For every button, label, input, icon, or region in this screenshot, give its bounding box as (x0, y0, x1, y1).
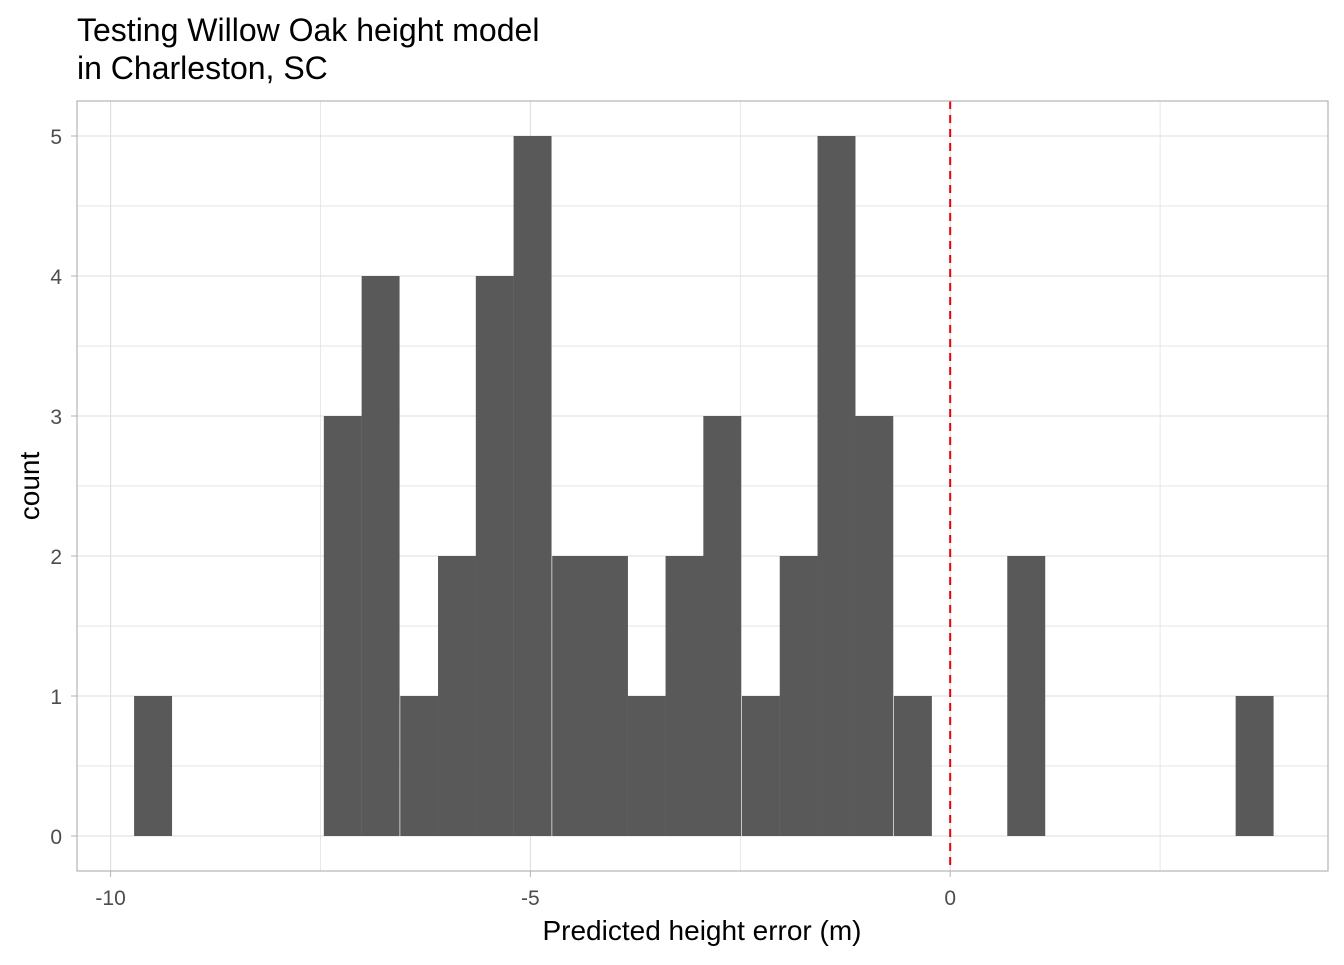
histogram-bar (741, 696, 780, 836)
histogram-bar (552, 556, 591, 836)
y-tick-label: 3 (50, 406, 62, 429)
chart-title-line-1: Testing Willow Oak height model (77, 12, 539, 48)
histogram-bars (134, 136, 1274, 836)
x-tick-label: -10 (95, 887, 125, 910)
x-axis-ticks: -10 -5 0 (95, 871, 956, 910)
histogram-bar (665, 556, 704, 836)
histogram-bar (134, 696, 173, 836)
histogram-bar (589, 556, 628, 836)
y-axis-ticks: 0 1 2 3 4 5 (50, 126, 77, 849)
histogram-bar (1007, 556, 1046, 836)
x-tick-label: 0 (944, 887, 956, 910)
histogram-bar (400, 696, 439, 836)
histogram-bar (817, 136, 856, 836)
x-tick-label: -5 (521, 887, 540, 910)
panel-border (76, 100, 1329, 872)
histogram-bar (438, 556, 476, 836)
histogram-bar (893, 696, 932, 836)
y-axis-label: count (14, 452, 45, 521)
histogram-bar (779, 556, 818, 836)
y-tick-label: 5 (50, 126, 62, 149)
y-tick-label: 1 (50, 686, 62, 709)
histogram-bar (513, 136, 552, 836)
histogram-bar (475, 276, 514, 836)
y-tick-label: 2 (50, 546, 62, 569)
histogram-bar (627, 696, 666, 836)
chart-title-line-2: in Charleston, SC (77, 50, 328, 86)
y-tick-label: 0 (50, 826, 62, 849)
histogram-bar (361, 276, 400, 836)
x-axis-label: Predicted height error (m) (542, 915, 861, 946)
histogram-bar (855, 416, 894, 836)
y-tick-label: 4 (50, 266, 62, 289)
histogram-bar (1235, 696, 1274, 836)
histogram-bar (703, 416, 742, 836)
histogram-bar (323, 416, 362, 836)
